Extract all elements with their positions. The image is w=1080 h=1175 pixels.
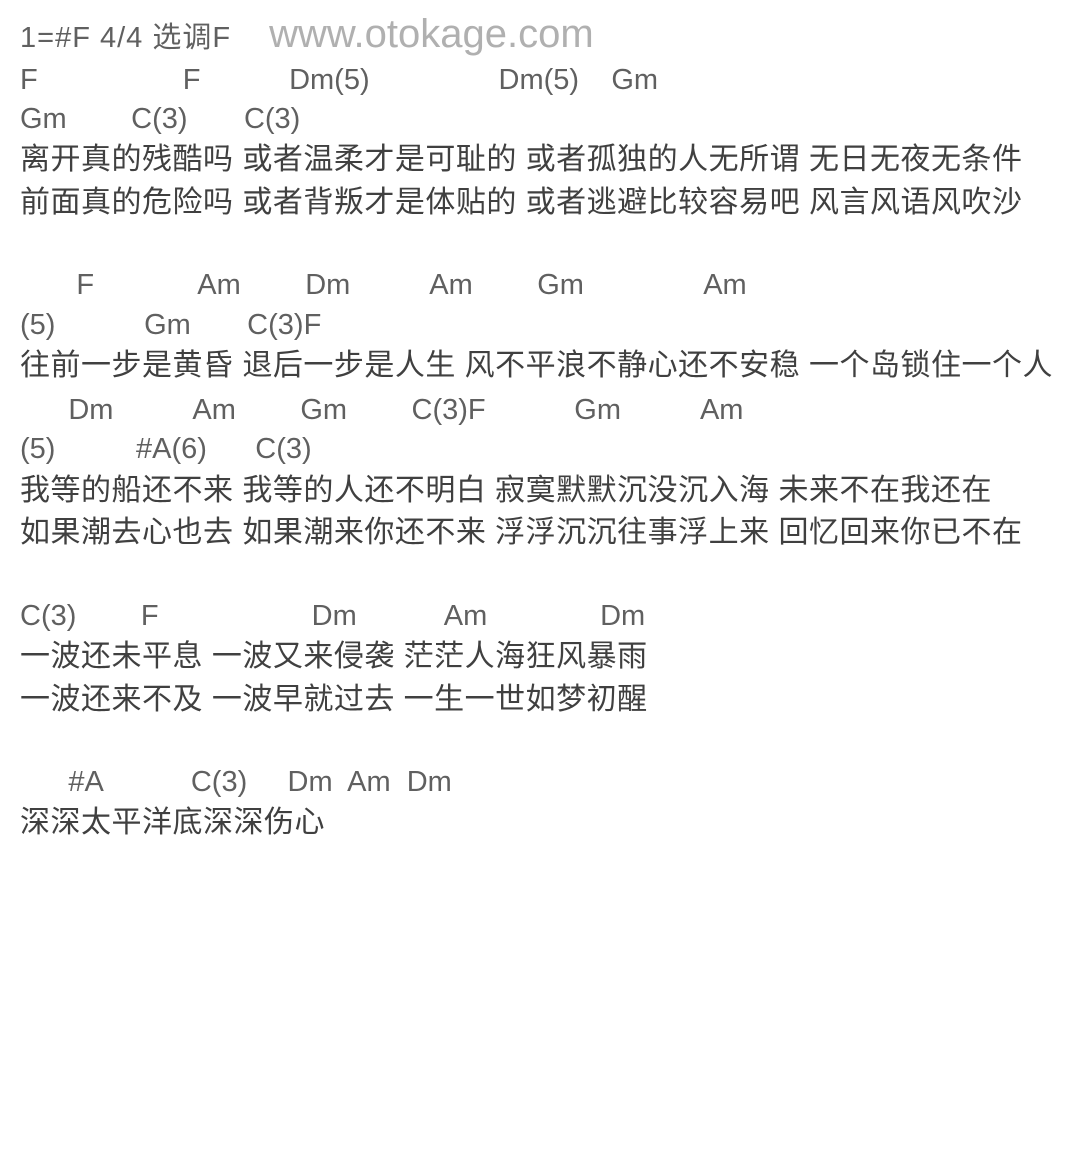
chord-line: C(3) F Dm Am Dm: [20, 597, 1060, 636]
lyric-line: 深深太平洋底深深伤心: [20, 802, 1060, 845]
chord-line: F Am Dm Am Gm Am: [20, 266, 1060, 305]
watermark-text: www.otokage.com: [269, 12, 594, 57]
lyric-line: 如果潮去心也去 如果潮来你还不来 浮浮沉沉往事浮上来 回忆回来你已不在: [20, 512, 1060, 555]
lyric-line: 离开真的残酷吗 或者温柔才是可耻的 或者孤独的人无所谓 无日无夜无条件: [20, 139, 1060, 182]
chord-line: (5) Gm C(3)F: [20, 306, 1060, 345]
lyric-line: 往前一步是黄昏 退后一步是人生 风不平浪不静心还不安稳 一个岛锁住一个人: [20, 345, 1060, 388]
section-spacer: [20, 555, 1060, 597]
chord-line: Dm Am Gm C(3)F Gm Am: [20, 391, 1060, 430]
lyric-line: 一波还未平息 一波又来侵袭 茫茫人海狂风暴雨: [20, 636, 1060, 679]
lyric-line: 一波还来不及 一波早就过去 一生一世如梦初醒: [20, 679, 1060, 722]
lyric-line: 前面真的危险吗 或者背叛才是体贴的 或者逃避比较容易吧 风言风语风吹沙: [20, 182, 1060, 225]
lyric-line: 我等的船还不来 我等的人还不明白 寂寞默默沉没沉入海 未来不在我还在: [20, 470, 1060, 513]
section-spacer: [20, 721, 1060, 763]
section-spacer: [20, 224, 1060, 266]
header-row: 1=#F 4/4 选调F www.otokage.com: [20, 12, 1060, 57]
chord-line: Gm C(3) C(3): [20, 100, 1060, 139]
key-signature: 1=#F 4/4 选调F: [20, 14, 231, 56]
chord-line: F F Dm(5) Dm(5) Gm: [20, 61, 1060, 100]
chord-line: (5) #A(6) C(3): [20, 430, 1060, 469]
chord-line: #A C(3) Dm Am Dm: [20, 763, 1060, 802]
